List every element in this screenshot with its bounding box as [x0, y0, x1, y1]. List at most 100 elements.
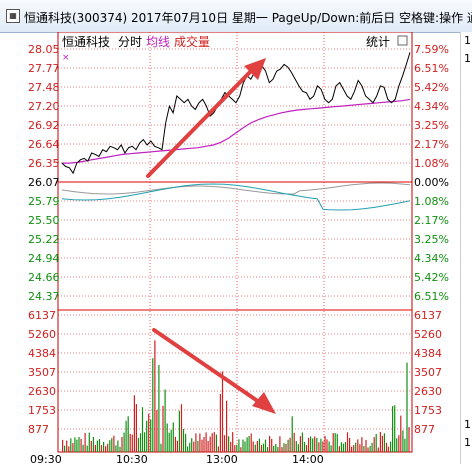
volume-bar [78, 437, 80, 452]
price-tick-label: 26.35 [28, 157, 60, 170]
price-tick-label: 24.66 [28, 271, 60, 284]
volume-bar [246, 437, 248, 452]
volume-tick-label: 4384 [28, 347, 56, 360]
percent-tick-label: 7.59% [414, 43, 449, 56]
price-tick-label: 25.50 [28, 214, 60, 227]
tab-avg-line[interactable]: 均线 [146, 35, 170, 49]
stats-label[interactable]: 统计 [366, 35, 390, 49]
volume-bar [285, 443, 287, 452]
volume-bar [359, 444, 361, 452]
index-lines [61, 182, 411, 211]
maximize-icon[interactable] [397, 35, 408, 46]
volume-bar [295, 441, 297, 452]
volume-bar [195, 433, 197, 452]
volume-bar [258, 438, 260, 452]
time-tick-label: 14:00 [292, 453, 324, 464]
percent-tick-label: 4.34% [414, 252, 449, 265]
volume-bar [349, 437, 351, 452]
tab-volume[interactable]: 成交量 [174, 34, 210, 49]
volume-bar [383, 433, 385, 452]
volume-bar [94, 444, 96, 452]
volume-bar [373, 437, 375, 452]
volume-bar [264, 439, 267, 452]
volume-bar [90, 441, 92, 452]
volume-bar [240, 447, 242, 452]
volume-bar [344, 442, 347, 452]
volume-bar [340, 442, 342, 452]
price-tick-label: 27.20 [28, 100, 60, 113]
volume-axis-left: 6137 5260 4384 3507 2630 1753 877 [28, 309, 56, 436]
volume-bar [207, 441, 209, 452]
volume-tick-label: 5260 [414, 328, 442, 341]
volume-bar [176, 440, 178, 452]
volume-bar [357, 439, 359, 452]
intraday-chart[interactable]: 恒通科技 分时 均线 成交量 统计 × 28.05 27.77 27.48 27.20… [0, 32, 460, 464]
volume-bar [277, 447, 279, 452]
volume-bar [279, 436, 281, 452]
volume-bar [205, 432, 207, 452]
right-strip-text-1: 1 [464, 34, 471, 47]
chart-window-icon[interactable]: ▦ [6, 9, 20, 23]
volume-bar [283, 443, 285, 452]
right-strip-text-4: 1 [464, 436, 471, 449]
volume-bar [316, 438, 318, 452]
volume-bar [390, 441, 392, 452]
volume-bar [305, 445, 308, 452]
volume-bar [187, 446, 189, 452]
tab-minute[interactable]: 分时 [118, 35, 142, 49]
price-tick-label: 26.64 [28, 138, 60, 151]
percent-tick-label: 2.17% [414, 214, 449, 227]
volume-tick-label: 6137 [414, 309, 442, 322]
volume-bar [369, 446, 371, 452]
volume-bar [260, 445, 263, 452]
volume-bar [234, 445, 236, 452]
volume-bar [236, 444, 238, 452]
window-title: 恒通科技(300374) 2017年07月10日 星期一 PageUp/Down… [24, 11, 472, 25]
price-tick-label: 24.94 [28, 252, 60, 265]
volume-bar [398, 435, 400, 452]
volume-bar [172, 422, 174, 452]
volume-bar [400, 415, 402, 452]
volume-tick-label: 6137 [28, 309, 56, 322]
volume-bar [402, 430, 404, 452]
volume-bar [152, 358, 154, 452]
volume-bar [96, 440, 98, 452]
annotation-arrow-up [146, 58, 266, 178]
price-tick-label: 28.05 [28, 43, 60, 56]
index-line-teal [61, 183, 411, 211]
volume-bar [242, 439, 244, 452]
volume-bar [308, 437, 310, 452]
volume-bar [88, 432, 90, 452]
volume-bar [129, 433, 131, 452]
volume-tick-label: 4384 [414, 347, 442, 360]
price-tick-label: 25.79 [28, 195, 60, 208]
volume-bar [189, 442, 191, 452]
index-line-gray [61, 182, 411, 195]
stock-name-label: 恒通科技 [62, 35, 110, 49]
volume-bar [209, 436, 211, 452]
volume-bar [351, 446, 353, 452]
volume-bar [250, 433, 252, 452]
annotation-arrow-down [152, 328, 276, 414]
price-tick-label: 25.22 [28, 233, 60, 246]
volume-bar [353, 445, 355, 452]
volume-bar [267, 447, 269, 452]
volume-bar [363, 446, 365, 452]
volume-bar [68, 446, 70, 452]
percent-tick-label: 4.34% [414, 100, 449, 113]
volume-bar [256, 441, 258, 452]
volume-bar [217, 446, 219, 452]
volume-bar [326, 439, 328, 452]
volume-bar [346, 432, 349, 452]
volume-bar [164, 389, 166, 452]
volume-bar [121, 436, 123, 452]
volume-tick-label: 2630 [28, 385, 56, 398]
volume-bar [137, 437, 139, 452]
volume-bar [293, 432, 295, 452]
volume-bar [312, 438, 314, 452]
volume-bar [141, 407, 144, 452]
volume-bar [154, 340, 156, 452]
price-tick-label: 24.37 [28, 290, 60, 303]
volume-bar [113, 435, 115, 452]
cross-marker: × [62, 53, 70, 63]
